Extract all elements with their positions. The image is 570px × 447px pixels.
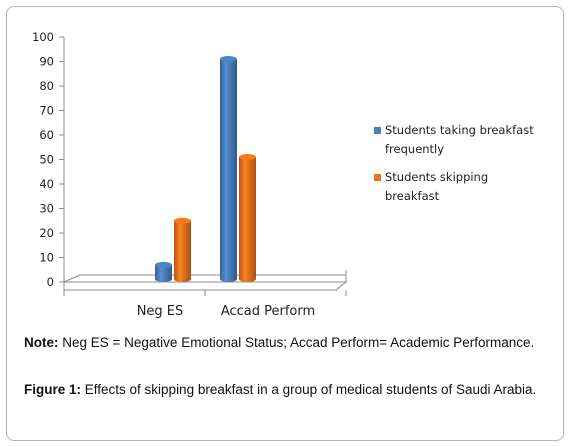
figure-caption: Figure 1: Effects of skipping breakfast … — [24, 381, 550, 398]
y-tick-label: 100 — [32, 30, 54, 44]
bar-top — [174, 217, 191, 224]
y-tick-label: 50 — [39, 153, 54, 167]
y-tick-label: 30 — [39, 202, 54, 216]
legend-swatch-skipping — [374, 174, 381, 181]
y-tick-label: 10 — [39, 251, 54, 265]
floor-front — [63, 281, 348, 291]
bar-chart: 0 10 20 30 40 50 60 70 80 90 100 Neg ES Accad Perfo… — [32, 30, 534, 319]
x-tick-label: Neg ES — [137, 304, 184, 319]
figure-frame — [6, 6, 564, 441]
y-tick-label: 20 — [39, 226, 54, 240]
legend: Students taking breakfast frequently Stu… — [374, 123, 534, 203]
y-tick-label: 80 — [39, 79, 54, 93]
bar-body — [220, 59, 237, 282]
legend-label-skipping-line1: Students skipping — [385, 170, 488, 184]
bars — [155, 56, 256, 282]
note-text: Neg ES = Negative Emotional Status; Acca… — [58, 335, 535, 350]
y-tick-label: 0 — [47, 275, 54, 289]
bar-body — [239, 157, 256, 282]
bar-top — [220, 56, 237, 63]
note-label: Note: — [24, 335, 59, 350]
legend-swatch-taking — [374, 127, 381, 134]
figure-note: Note: Neg ES = Negative Emotional Status… — [24, 334, 550, 351]
bar-top — [239, 154, 256, 161]
y-tick-label: 60 — [39, 128, 54, 142]
y-axis: 0 10 20 30 40 50 60 70 80 90 100 — [32, 30, 65, 289]
caption-label: Figure 1: — [24, 382, 82, 397]
y-tick-label: 90 — [39, 55, 54, 69]
y-tick-label: 70 — [39, 104, 54, 118]
y-tick-label: 40 — [39, 177, 54, 191]
bar-accad-perform-taking — [220, 56, 237, 282]
bar-body — [155, 264, 172, 282]
floor-plane — [63, 274, 347, 283]
legend-label-skipping-line2: breakfast — [385, 189, 440, 203]
bar-neg-es-taking — [155, 261, 172, 282]
x-axis-labels: Neg ES Accad Perform — [137, 304, 315, 319]
x-tick-label: Accad Perform — [221, 304, 315, 319]
bar-accad-perform-skipping — [239, 154, 256, 282]
legend-label-taking-line1: Students taking breakfast — [385, 123, 534, 137]
bar-neg-es-skipping — [174, 217, 191, 282]
bar-body — [174, 220, 191, 282]
chart-floor — [63, 270, 348, 296]
bar-top — [155, 261, 172, 268]
caption-text: Effects of skipping breakfast in a group… — [81, 382, 537, 397]
legend-label-taking-line2: frequently — [385, 142, 444, 156]
